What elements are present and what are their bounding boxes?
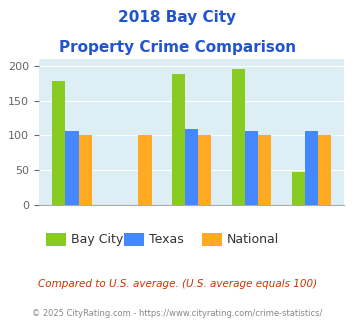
Bar [172, 74, 185, 205]
Bar [52, 81, 65, 205]
Bar [305, 131, 318, 205]
Bar [78, 135, 92, 205]
Text: Compared to U.S. average. (U.S. average equals 100): Compared to U.S. average. (U.S. average … [38, 279, 317, 289]
Bar [292, 172, 305, 205]
Bar [198, 135, 212, 205]
Bar [258, 135, 271, 205]
Bar [185, 129, 198, 205]
Bar [232, 69, 245, 205]
Text: 2018 Bay City: 2018 Bay City [119, 10, 236, 25]
Text: National: National [227, 233, 279, 246]
Bar [138, 135, 152, 205]
Text: Bay City: Bay City [71, 233, 123, 246]
Bar [65, 131, 78, 205]
Text: Property Crime Comparison: Property Crime Comparison [59, 40, 296, 54]
Text: Texas: Texas [149, 233, 184, 246]
Text: © 2025 CityRating.com - https://www.cityrating.com/crime-statistics/: © 2025 CityRating.com - https://www.city… [32, 309, 323, 317]
Bar [318, 135, 331, 205]
Bar [245, 131, 258, 205]
